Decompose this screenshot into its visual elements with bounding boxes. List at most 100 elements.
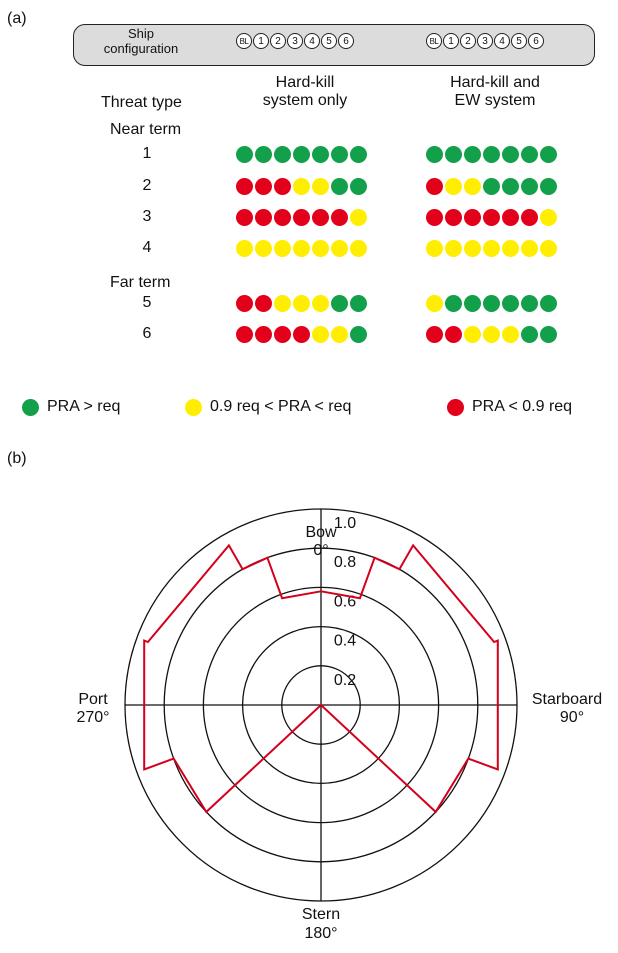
status-dot-green: [540, 326, 557, 343]
config-item-bl: BL: [236, 33, 252, 49]
status-dot-yellow: [350, 240, 367, 257]
dot-row-6-hardkill-ew: [426, 326, 557, 343]
dot-row-1-hardkill-ew: [426, 146, 557, 163]
legend-red: PRA < 0.9 req: [447, 398, 572, 416]
starboard-degree-label: 90°: [560, 709, 584, 726]
dot-row-5-hardkill-ew: [426, 295, 557, 312]
ship-configuration-label-line1: Ship: [127, 26, 155, 41]
legend-yellow-swatch: [185, 398, 202, 416]
status-dot-red: [274, 178, 291, 195]
status-dot-yellow: [331, 326, 348, 343]
ship-configuration-label-line2: configuration: [103, 41, 179, 56]
threat-number-6: 6: [142, 325, 152, 342]
dot-row-4-hardkill: [236, 240, 367, 257]
status-dot-yellow: [274, 240, 291, 257]
status-dot-yellow: [236, 240, 253, 257]
status-dot-yellow: [312, 326, 329, 343]
status-dot-green: [483, 146, 500, 163]
bow-label: Bow: [305, 524, 337, 541]
status-dot-green: [445, 146, 462, 163]
status-dot-green: [255, 146, 272, 163]
status-dot-green: [483, 295, 500, 312]
starboard-label: Starboard: [532, 691, 602, 708]
status-dot-green: [331, 146, 348, 163]
status-dot-green: [502, 178, 519, 195]
status-dot-red: [426, 178, 443, 195]
status-dot-yellow: [350, 209, 367, 226]
status-dot-green: [350, 295, 367, 312]
panel-a-label: (a): [7, 10, 27, 27]
status-dot-red: [236, 178, 253, 195]
status-dot-green: [521, 295, 538, 312]
status-dot-red: [426, 209, 443, 226]
legend-yellow-label: 0.9 req < PRA < req: [210, 398, 352, 415]
config-item-2: 2: [460, 33, 476, 49]
dot-row-2-hardkill: [236, 178, 367, 195]
panel-b-label: (b): [7, 450, 27, 467]
status-dot-yellow: [293, 295, 310, 312]
status-dot-yellow: [483, 326, 500, 343]
status-dot-red: [331, 209, 348, 226]
status-dot-green: [521, 146, 538, 163]
polar-radial-ticks: 0.2 0.4 0.6 0.8 1.0: [334, 515, 356, 689]
legend-green: PRA > req: [22, 398, 120, 416]
status-dot-green: [426, 146, 443, 163]
threat-number-2: 2: [142, 177, 152, 194]
threat-number-1: 1: [142, 145, 152, 162]
stern-degree-label: 180°: [304, 925, 337, 942]
status-dot-green: [540, 178, 557, 195]
status-dot-green: [502, 146, 519, 163]
threat-number-5: 5: [142, 294, 152, 311]
status-dot-red: [255, 295, 272, 312]
status-dot-red: [483, 209, 500, 226]
status-dot-green: [293, 146, 310, 163]
legend-red-swatch: [447, 398, 464, 416]
status-dot-yellow: [464, 240, 481, 257]
config-item-3: 3: [287, 33, 303, 49]
threat-type-label: Threat type: [101, 94, 182, 111]
status-dot-green: [312, 146, 329, 163]
threat-number-3: 3: [142, 208, 152, 225]
far-term-label: Far term: [110, 274, 171, 291]
status-dot-red: [255, 326, 272, 343]
status-dot-green: [521, 326, 538, 343]
column-header-hardkill-line1: Hard-kill: [275, 74, 335, 91]
config-item-4: 4: [494, 33, 510, 49]
status-dot-green: [464, 295, 481, 312]
legend-yellow: 0.9 req < PRA < req: [185, 398, 351, 416]
dot-row-4-hardkill-ew: [426, 240, 557, 257]
status-dot-yellow: [255, 240, 272, 257]
threat-number-4: 4: [142, 239, 152, 256]
status-dot-red: [445, 326, 462, 343]
status-dot-green: [236, 146, 253, 163]
config-items-hardkill-ew: BL 1 2 3 4 5 6: [426, 33, 544, 49]
status-dot-yellow: [426, 295, 443, 312]
column-header-hardkill-ew-line2: EW system: [454, 92, 536, 109]
status-dot-yellow: [502, 326, 519, 343]
status-dot-green: [274, 146, 291, 163]
status-dot-red: [255, 209, 272, 226]
ship-configuration-label: Ship configuration: [86, 26, 196, 56]
status-dot-red: [445, 209, 462, 226]
status-dot-yellow: [274, 295, 291, 312]
dot-row-3-hardkill: [236, 209, 367, 226]
dot-row-5-hardkill: [236, 295, 367, 312]
status-dot-red: [293, 326, 310, 343]
status-dot-yellow: [445, 178, 462, 195]
radial-tick-label: 1.0: [334, 515, 356, 532]
config-item-6: 6: [338, 33, 354, 49]
port-degree-label: 270°: [76, 709, 109, 726]
config-item-5: 5: [321, 33, 337, 49]
status-dot-yellow: [312, 178, 329, 195]
status-dot-green: [540, 295, 557, 312]
dot-row-6-hardkill: [236, 326, 367, 343]
status-dot-yellow: [464, 178, 481, 195]
config-item-1: 1: [253, 33, 269, 49]
status-dot-green: [350, 146, 367, 163]
status-dot-red: [502, 209, 519, 226]
status-dot-red: [255, 178, 272, 195]
status-dot-yellow: [464, 326, 481, 343]
status-dot-green: [540, 146, 557, 163]
status-dot-green: [483, 178, 500, 195]
polar-series-line: [143, 543, 499, 814]
